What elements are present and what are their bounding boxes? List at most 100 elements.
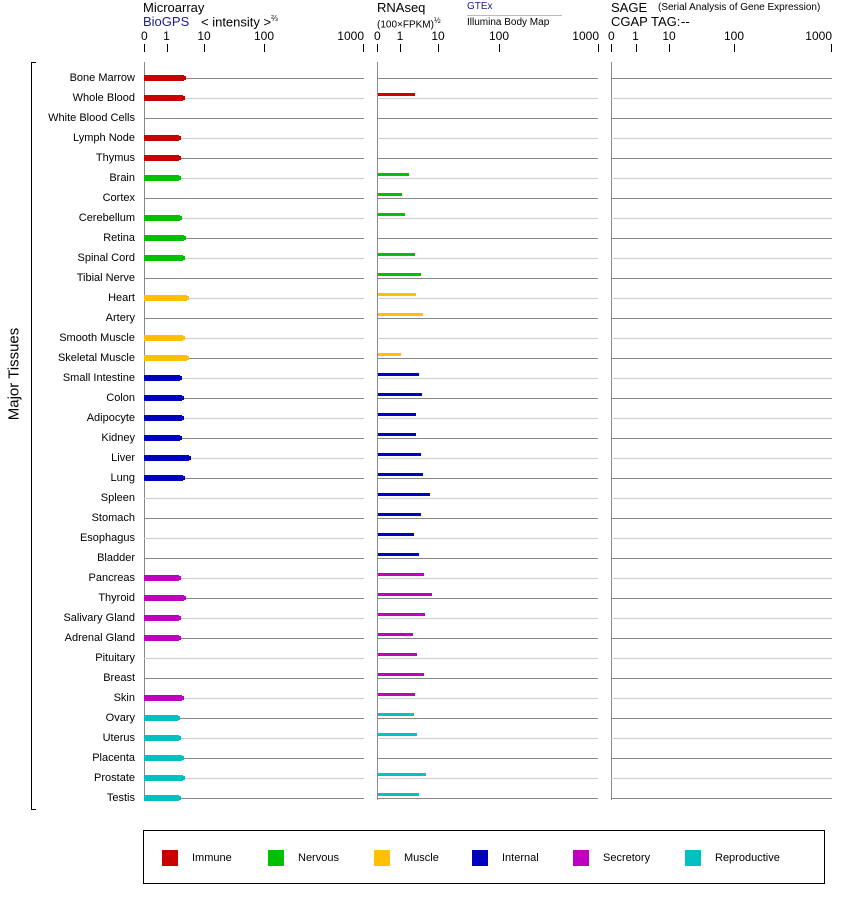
row-gridline [611, 318, 832, 319]
microarray-bar-cap [178, 156, 181, 160]
row-gridline [611, 538, 832, 539]
tissue-label: Smooth Muscle [59, 332, 135, 344]
row-gridline [611, 238, 832, 239]
microarray-bar [144, 175, 179, 181]
tissue-label: Skin [113, 692, 135, 704]
rnaseq-bar [378, 313, 424, 316]
row-gridline [377, 618, 598, 619]
row-gridline [144, 718, 364, 719]
row-gridline [377, 318, 598, 319]
row-gridline [377, 738, 598, 739]
tissue-label: Ovary [105, 712, 135, 724]
microarray-bar-cap [186, 296, 189, 300]
microarray-tick [363, 44, 364, 52]
legend-swatch [162, 850, 178, 866]
microarray-bar [144, 235, 184, 241]
row-gridline [144, 398, 364, 399]
rnaseq-bar [378, 413, 417, 416]
row-gridline [144, 758, 364, 759]
tissue-label: Spleen [100, 492, 135, 504]
row-gridline [611, 178, 832, 179]
rnaseq-axis-line [377, 62, 378, 800]
microarray-bar-cap [181, 396, 184, 400]
y-group-label: Major Tissues [5, 327, 23, 421]
row-gridline [377, 218, 598, 219]
row-gridline [144, 618, 364, 619]
rnaseq-tick [499, 44, 500, 52]
row-gridline [144, 698, 364, 699]
row-gridline [611, 518, 832, 519]
tissue-label: Lymph Node [73, 132, 135, 144]
tissue-label: Placenta [92, 752, 135, 764]
rnaseq-tick [377, 44, 378, 52]
rnaseq-bar [378, 493, 430, 496]
tissue-label: Liver [111, 452, 135, 464]
row-gridline [377, 98, 598, 99]
microarray-bar [144, 715, 178, 721]
microarray-tick-label: 100 [253, 29, 275, 43]
row-gridline [144, 598, 364, 599]
row-gridline [144, 778, 364, 779]
row-gridline [144, 238, 364, 239]
row-gridline [611, 758, 832, 759]
rnaseq-bar [378, 653, 417, 656]
sage-tick-label: 1 [632, 29, 639, 43]
row-gridline [377, 478, 598, 479]
row-gridline [611, 138, 832, 139]
tissue-label: Cortex [102, 192, 135, 204]
microarray-bar [144, 615, 180, 621]
gtex-link[interactable]: GTEx [467, 1, 493, 12]
microarray-bar-cap [184, 76, 187, 80]
rnaseq-bar [378, 713, 414, 716]
tissue-label: Small Intestine [62, 372, 135, 384]
tissue-label: Adrenal Gland [64, 632, 135, 644]
row-gridline [611, 658, 832, 659]
rnaseq-tick-label: 1000 [572, 29, 599, 43]
row-gridline [611, 618, 832, 619]
rnaseq-bar [378, 93, 415, 96]
row-gridline [377, 578, 598, 579]
sage-tick [635, 44, 637, 52]
sage-subtitle: (Serial Analysis of Gene Expression) [658, 2, 821, 13]
rnaseq-bar [378, 353, 401, 356]
row-gridline [377, 718, 598, 719]
tissue-label: Tibial Nerve [76, 272, 135, 284]
legend-swatch [268, 850, 284, 866]
microarray-bar [144, 735, 179, 741]
microarray-tick-label: 0 [141, 29, 148, 43]
row-gridline [377, 678, 598, 679]
rnaseq-bar [378, 453, 421, 456]
biogps-link[interactable]: BioGPS [143, 14, 190, 29]
row-gridline [144, 298, 364, 299]
legend: Immune Nervous Muscle Internal Secretory Repr… [143, 830, 825, 884]
tissue-label: Thyroid [98, 592, 135, 604]
microarray-tick [264, 44, 265, 52]
microarray-bar [144, 75, 185, 81]
tissue-label: Prostate [94, 772, 135, 784]
legend-swatch [685, 850, 701, 866]
rnaseq-bar [378, 573, 424, 576]
row-gridline [611, 498, 832, 499]
microarray-bar-cap [188, 456, 191, 460]
microarray-tick-label: 10 [197, 29, 211, 43]
rnaseq-bar [378, 253, 415, 256]
illumina-link[interactable]: Illumina Body Map [467, 17, 550, 28]
row-gridline [611, 298, 832, 299]
sage-tick [611, 44, 612, 52]
tissue-label: Esophagus [79, 532, 135, 544]
legend-item-reproductive: Reproductive [685, 850, 780, 866]
row-gridline [377, 378, 598, 379]
group-bracket [31, 62, 36, 810]
row-gridline [377, 178, 598, 179]
sage-tick-label: 0 [608, 29, 615, 43]
tissue-label: Pancreas [88, 572, 135, 584]
microarray-bar-cap [183, 596, 186, 600]
microarray-bar-cap [182, 336, 185, 340]
tissue-label: Salivary Gland [63, 612, 135, 624]
rnaseq-bar [378, 193, 402, 196]
tissue-label: Kidney [101, 432, 135, 444]
microarray-bar-cap [186, 356, 189, 360]
microarray-bar [144, 215, 180, 221]
legend-label: Immune [192, 852, 232, 864]
